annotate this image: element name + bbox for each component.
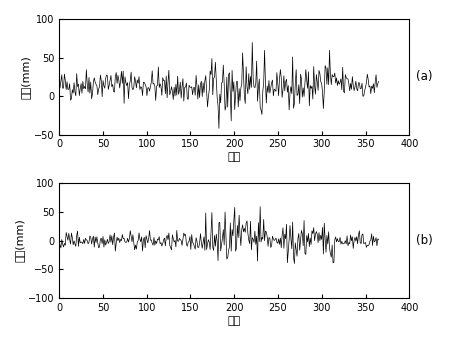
X-axis label: 天数: 天数 xyxy=(227,316,241,326)
X-axis label: 天数: 天数 xyxy=(227,152,241,162)
Text: (b): (b) xyxy=(417,234,433,247)
Y-axis label: 残差(mm): 残差(mm) xyxy=(15,219,25,263)
Y-axis label: 残差(mm): 残差(mm) xyxy=(21,55,31,99)
Text: (a): (a) xyxy=(417,70,433,83)
